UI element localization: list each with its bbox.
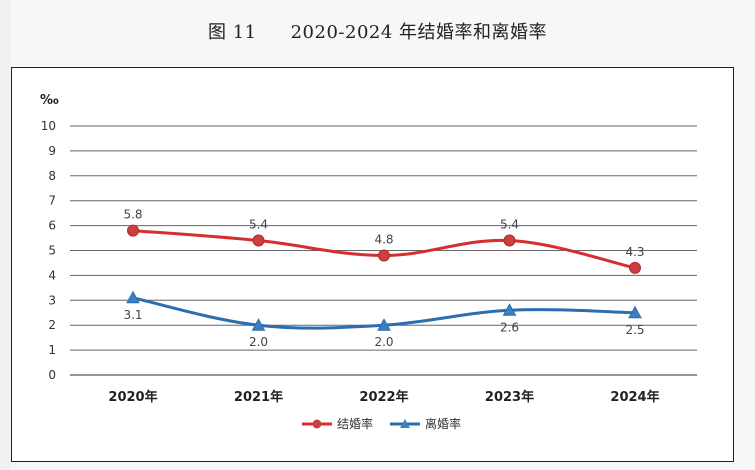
series-marriage-rate: 5.8 5.4 4.8 5.4 4.3 — [123, 208, 645, 274]
x-tick-label: 2022年 — [359, 389, 408, 405]
data-label: 2.0 — [374, 335, 393, 349]
data-label: 2.6 — [500, 320, 519, 334]
data-point — [502, 303, 517, 316]
x-tick-label: 2023年 — [485, 389, 534, 405]
data-label: 4.3 — [625, 245, 644, 259]
data-label: 2.5 — [625, 323, 644, 337]
y-tick-label: 0 — [48, 368, 56, 382]
data-point — [503, 234, 516, 247]
figure-number: 图 11 — [207, 22, 257, 43]
data-label: 2.0 — [249, 335, 268, 349]
x-tick-label: 2020年 — [108, 389, 157, 405]
y-tick-label: 6 — [48, 219, 56, 233]
legend-item: 离婚率 — [390, 416, 461, 431]
legend-marker — [400, 419, 410, 428]
data-point — [378, 249, 390, 262]
data-label: 4.8 — [374, 232, 393, 246]
y-tick-label: 10 — [41, 119, 56, 133]
legend: 结婚率 离婚率 — [302, 416, 461, 431]
y-tick-label: 9 — [48, 144, 56, 158]
data-point — [126, 290, 140, 304]
y-tick-label: 7 — [48, 194, 56, 208]
page-left-strip — [0, 0, 11, 470]
data-point — [251, 318, 266, 331]
data-label: 5.8 — [123, 208, 142, 222]
data-point — [377, 318, 391, 331]
y-tick-label: 3 — [48, 293, 56, 307]
data-label: 5.4 — [500, 218, 519, 232]
y-tick-labels: 0 1 2 3 4 5 6 7 8 9 10 — [41, 119, 56, 382]
legend-marker — [312, 419, 322, 429]
page-title: 图 11 2020-2024 年结婚率和离婚率 — [0, 18, 755, 44]
data-label: 5.4 — [249, 218, 268, 232]
data-point — [629, 261, 641, 274]
y-tick-label: 4 — [48, 268, 56, 282]
data-point — [127, 224, 139, 237]
x-tick-label: 2024年 — [610, 389, 659, 405]
series-divorce-rate: 3.1 2.0 2.0 2.6 2.5 — [123, 290, 645, 349]
legend-label: 结婚率 — [337, 416, 373, 431]
legend-item: 结婚率 — [302, 416, 373, 431]
y-tick-label: 1 — [48, 343, 56, 357]
legend-label: 离婚率 — [425, 416, 461, 431]
data-point — [628, 305, 642, 319]
data-label: 3.1 — [123, 308, 142, 322]
y-unit-label: ‰ — [40, 93, 59, 108]
y-tick-label: 2 — [48, 318, 56, 332]
data-point — [252, 234, 265, 247]
y-tick-label: 8 — [48, 169, 56, 183]
x-tick-labels: 2020年 2021年 2022年 2023年 2024年 — [108, 389, 659, 405]
figure-title: 2020-2024 年结婚率和离婚率 — [290, 22, 548, 43]
x-tick-label: 2021年 — [234, 389, 283, 405]
chart-frame — [11, 67, 734, 462]
series-group: 5.8 5.4 4.8 5.4 4.3 3.1 2.0 2.0 2.6 2.5 — [123, 208, 644, 350]
y-tick-label: 5 — [48, 244, 56, 258]
